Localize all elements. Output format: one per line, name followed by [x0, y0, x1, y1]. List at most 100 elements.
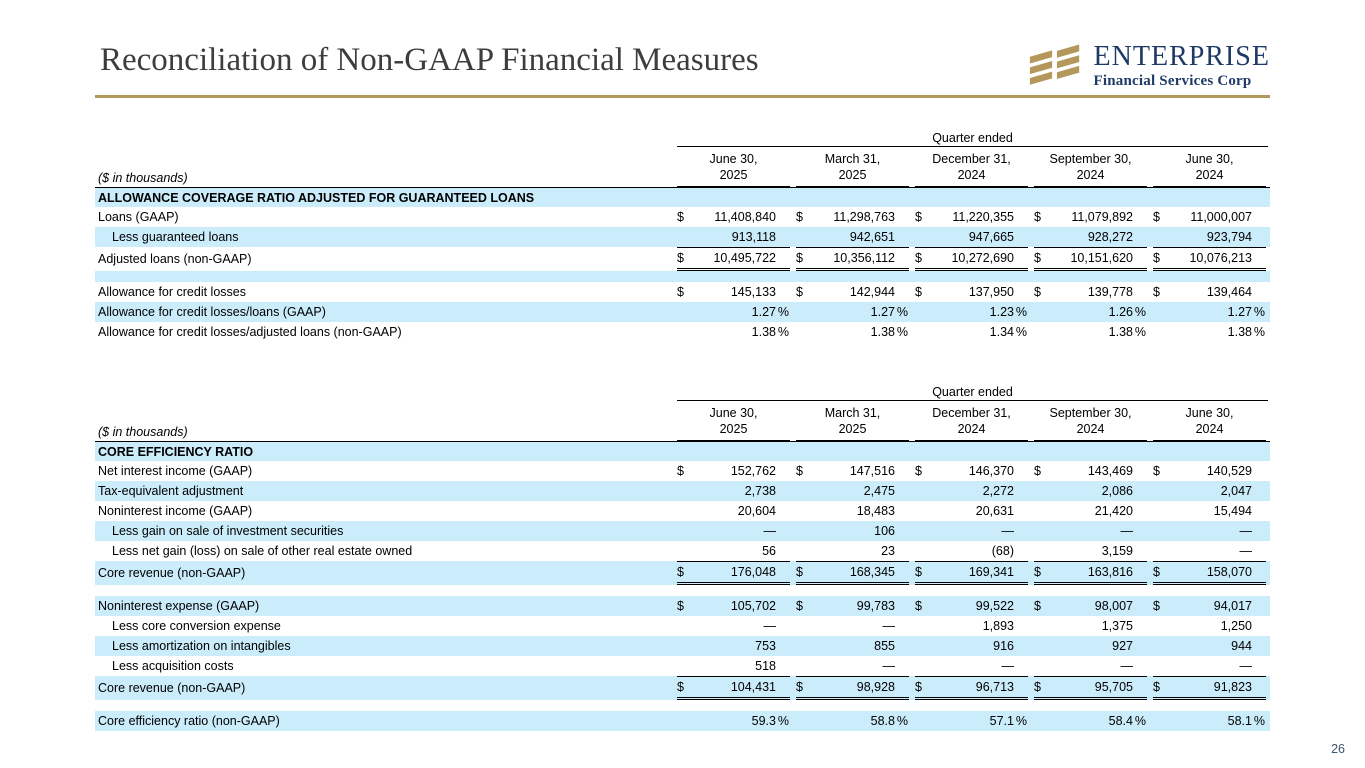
value-cell: 1.23%	[913, 302, 1032, 322]
table-row: Core revenue (non-GAAP) $176,048 $168,345 $…	[95, 561, 1270, 585]
cell-value: —	[882, 619, 896, 633]
cell-value: 143,469	[1087, 464, 1133, 478]
spacer-row	[95, 585, 1270, 596]
cell-value: 21,420	[1094, 504, 1133, 518]
value-cell: $94,017	[1151, 596, 1270, 616]
value-cell-inner: 3,159	[1034, 541, 1147, 561]
value-cell: $169,341	[913, 561, 1032, 585]
dollar-sign: $	[1034, 464, 1041, 478]
value-cell: $163,816	[1032, 561, 1151, 585]
cell-value: 152,762	[730, 464, 776, 478]
cell-value: 137,950	[968, 285, 1014, 299]
value-cell: 927	[1032, 636, 1151, 656]
column-headers: June 30, 2025 March 31, 2025 December 31, 202…	[675, 147, 1270, 187]
value-cell-inner: $168,345	[796, 561, 909, 585]
value-cell-inner: $139,778	[1034, 282, 1147, 302]
column-header: September 30, 2024	[1034, 403, 1147, 441]
value-cell-inner: $10,272,690	[915, 247, 1028, 271]
percent-sign: %	[1253, 714, 1265, 728]
dollar-sign: $	[677, 251, 684, 265]
value-cell: 1.34%	[913, 322, 1032, 342]
value-cell: 753	[675, 636, 794, 656]
table-row: Core revenue (non-GAAP) $104,431 $98,928 $9…	[95, 676, 1270, 700]
percent-sign: %	[1134, 325, 1146, 339]
cell-value: 916	[993, 639, 1014, 653]
value-cell: —	[675, 616, 794, 636]
value-cell-inner: $104,431	[677, 676, 790, 700]
value-cell-inner: 947,665	[915, 227, 1028, 247]
row-label: Loans (GAAP)	[98, 210, 179, 224]
table-row: Net interest income (GAAP) $152,762 $147,5…	[95, 461, 1270, 481]
value-cell: 2,738	[675, 481, 794, 501]
row-label: Less acquisition costs	[112, 659, 234, 673]
spacer-row	[95, 700, 1270, 711]
logo-company-subtitle: Financial Services Corp	[1093, 73, 1252, 89]
percent-sign: %	[1134, 305, 1146, 319]
dollar-sign: $	[677, 285, 684, 299]
value-cell-inner: —	[677, 521, 790, 541]
cell-value: 168,345	[849, 565, 895, 579]
cell-value: 1,375	[1101, 619, 1133, 633]
cell-value: 1,250	[1220, 619, 1252, 633]
cell-value: —	[1001, 659, 1015, 673]
cell-value: 11,408,840	[714, 210, 776, 224]
table-row: Allowance for credit losses/adjusted loa…	[95, 322, 1270, 342]
cell-value: 10,151,620	[1070, 251, 1133, 265]
cell-value: 11,298,763	[833, 210, 895, 224]
cell-value: 91,823	[1213, 680, 1252, 694]
percent-sign: %	[896, 305, 908, 319]
row-label: Noninterest expense (GAAP)	[98, 599, 260, 613]
cell-value: 105,702	[730, 599, 776, 613]
dollar-sign: $	[915, 680, 922, 694]
row-label: Less core conversion expense	[112, 619, 281, 633]
column-header-year: 2024	[957, 422, 986, 436]
value-cell-inner: 942,651	[796, 227, 909, 247]
value-cell: 1,250	[1151, 616, 1270, 636]
core-efficiency-table: ($ in thousands) Quarter ended June 30, 202…	[95, 385, 1270, 731]
units-note: ($ in thousands)	[98, 425, 188, 439]
value-cell-inner: —	[677, 616, 790, 636]
row-label: Tax-equivalent adjustment	[98, 484, 244, 498]
row-label: Allowance for credit losses/loans (GAAP)	[98, 305, 326, 319]
column-header-date: June 30,	[1185, 406, 1234, 420]
value-cell: 2,047	[1151, 481, 1270, 501]
value-cell-inner: (68)	[915, 541, 1028, 561]
table-row: Less amortization on intangibles 753 855 91…	[95, 636, 1270, 656]
cell-value: 2,047	[1220, 484, 1252, 498]
column-header: March 31, 2025	[796, 403, 909, 441]
cell-value: 59.3	[751, 714, 776, 728]
value-cell: $95,705	[1032, 676, 1151, 700]
dollar-sign: $	[1153, 210, 1160, 224]
cell-value: 2,738	[744, 484, 776, 498]
column-header-date: June 30,	[709, 406, 758, 420]
value-cell-inner: 923,794	[1153, 227, 1266, 247]
table-row: Allowance for credit losses/loans (GAAP)…	[95, 302, 1270, 322]
value-cell-inner: 1.34%	[915, 322, 1028, 342]
value-cell-inner: 1.26%	[1034, 302, 1147, 322]
value-cell: $11,079,892	[1032, 207, 1151, 227]
cell-value: 139,778	[1087, 285, 1133, 299]
value-cell-inner: 57.1%	[915, 711, 1028, 731]
cell-value: 169,341	[968, 565, 1014, 579]
value-cell: $146,370	[913, 461, 1032, 481]
cell-value: 98,007	[1094, 599, 1133, 613]
value-cell: 20,631	[913, 501, 1032, 521]
column-header: March 31, 2025	[796, 149, 909, 187]
page-number: 26	[1331, 742, 1345, 756]
value-cell-inner: $142,944	[796, 282, 909, 302]
column-header-date: September 30,	[1049, 406, 1132, 420]
value-cell-inner: 1,375	[1034, 616, 1147, 636]
value-cell: $10,151,620	[1032, 247, 1151, 271]
value-cell-inner: $137,950	[915, 282, 1028, 302]
value-cell: 106	[794, 521, 913, 541]
dollar-sign: $	[796, 251, 803, 265]
cell-value: 58.4	[1108, 714, 1133, 728]
value-cell-inner: 1.27%	[796, 302, 909, 322]
value-cell-inner: 2,047	[1153, 481, 1266, 501]
value-cell-inner: 1.38%	[1034, 322, 1147, 342]
value-cell-inner: $10,495,722	[677, 247, 790, 271]
dollar-sign: $	[1034, 251, 1041, 265]
table-row: Less gain on sale of investment securiti…	[95, 521, 1270, 541]
percent-sign: %	[1015, 325, 1027, 339]
dollar-sign: $	[1034, 210, 1041, 224]
